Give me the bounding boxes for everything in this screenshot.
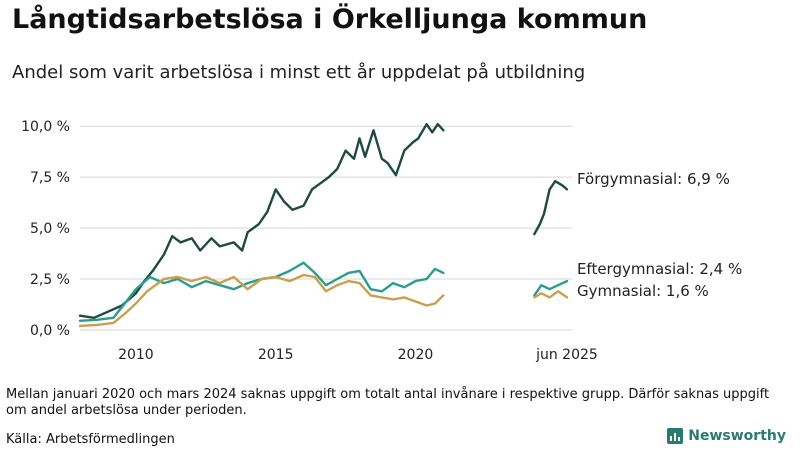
y-tick-label: 2,5 % (30, 272, 70, 288)
chart-source: Källa: Arbetsförmedlingen (6, 432, 175, 447)
series-line-gymnasial (533, 290, 569, 299)
brand-name: Newsworthy (688, 428, 786, 444)
series-line-gymnasial (78, 273, 445, 328)
series-label-eftergymnasial: Eftergymnasial: 2,4 % (577, 260, 742, 278)
x-tick-label: 2015 (258, 347, 294, 363)
y-tick-label: 10,0 % (21, 119, 70, 135)
chart-title: Långtidsarbetslösa i Örkelljunga kommun (12, 4, 648, 35)
series-line-f-rgymnasial (78, 123, 445, 319)
series-label-gymnasial: Gymnasial: 1,6 % (577, 282, 709, 300)
brand-logo: Newsworthy (667, 428, 786, 444)
chart-note: Mellan januari 2020 och mars 2024 saknas… (6, 387, 770, 418)
y-tick-label: 5,0 % (30, 221, 70, 237)
chart-subtitle: Andel som varit arbetslösa i minst ett å… (12, 62, 586, 83)
series-line-eftergymnasial (533, 279, 569, 297)
series-line-f-rgymnasial (533, 180, 569, 236)
bar-chart-icon (667, 428, 684, 444)
x-tick-label: 2020 (398, 347, 434, 363)
y-tick-label: 7,5 % (30, 170, 70, 186)
y-tick-label: 0,0 % (30, 323, 70, 339)
x-tick-label: 2010 (118, 347, 154, 363)
series-line-eftergymnasial (78, 261, 445, 322)
series-label-f-rgymnasial: Förgymnasial: 6,9 % (577, 170, 730, 188)
x-tick-label: jun 2025 (535, 347, 598, 363)
